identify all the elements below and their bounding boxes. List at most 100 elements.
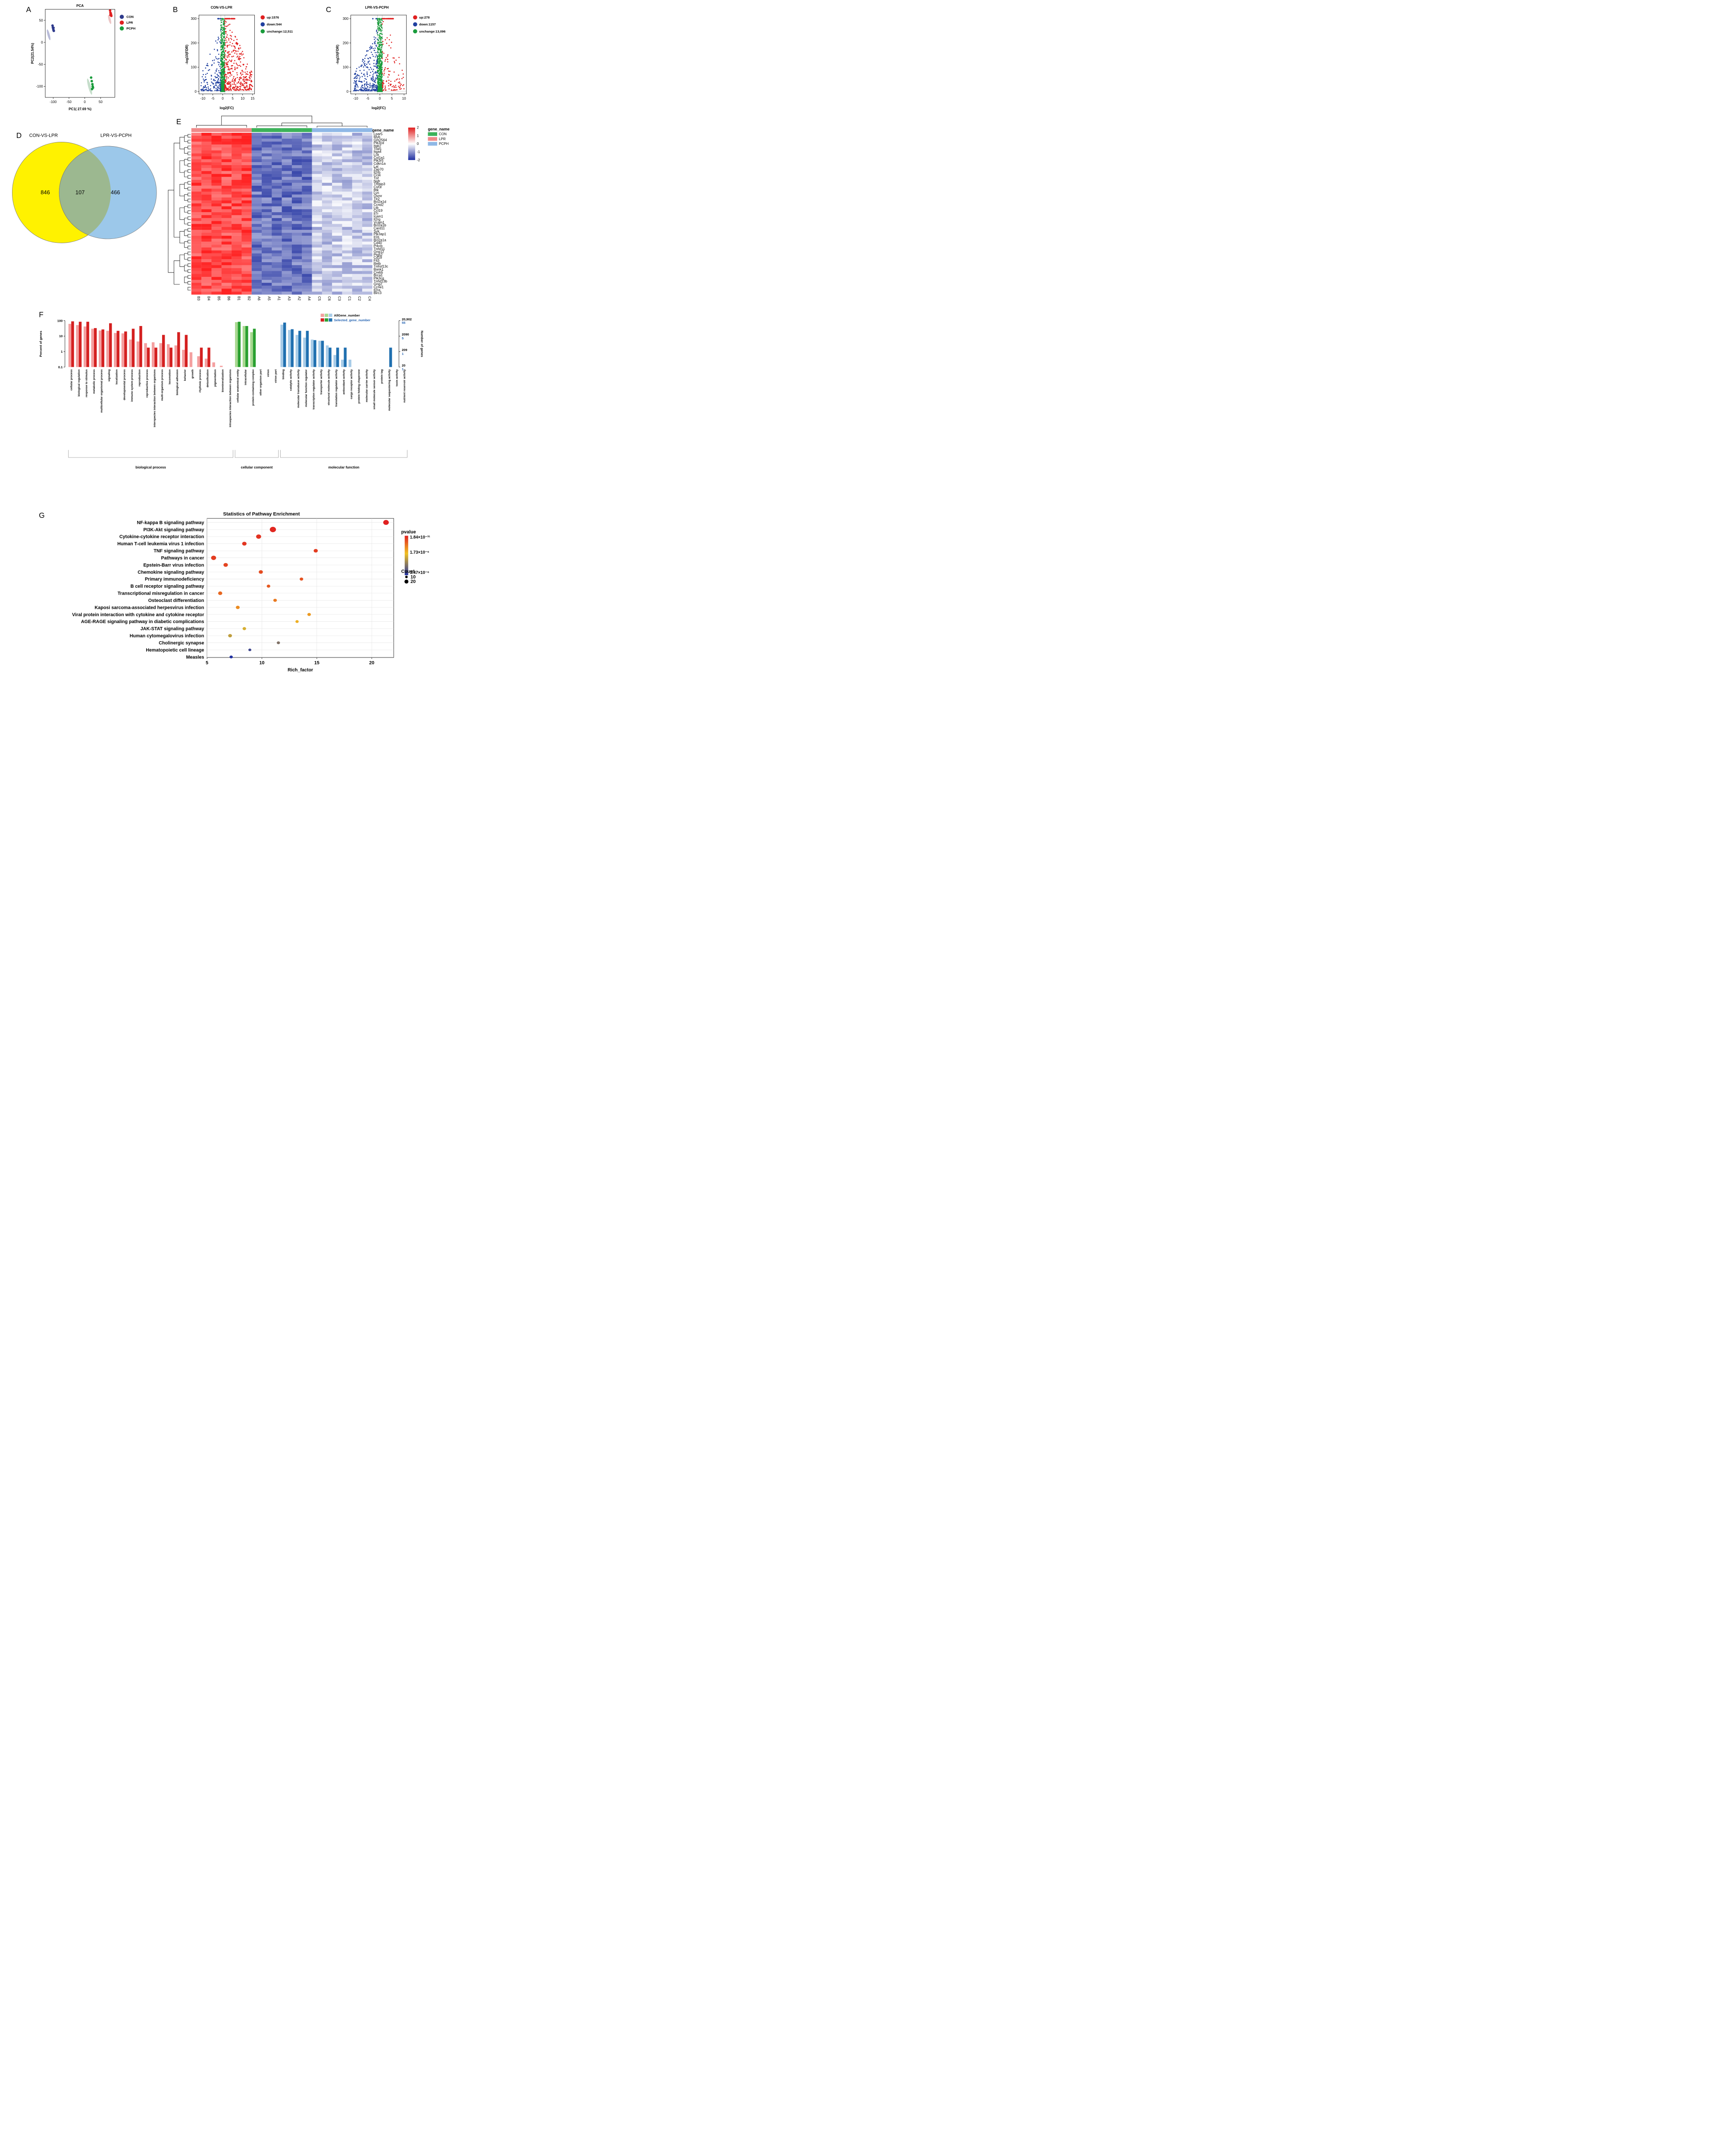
heatmap-cell <box>362 156 372 160</box>
volcano-b-point-down <box>219 41 221 43</box>
volcano-c-point-unchange <box>378 52 379 53</box>
volcano-c-point-unchange <box>378 26 380 28</box>
venn-diagram: CON-VS-LPR LPR-VS-PCPH 846 107 466 <box>12 133 157 243</box>
heatmap-row-label: Tnfaip3 <box>374 182 385 186</box>
volcano-c-point-up <box>392 57 394 59</box>
heatmap-cell <box>312 147 322 151</box>
volcano-c-xlabel: log2(FC) <box>372 106 386 110</box>
heatmap-cell <box>312 218 322 221</box>
volcano-c-point-down <box>369 57 371 58</box>
volcano-b-point-up <box>228 24 229 26</box>
volcano-b-point-up <box>225 74 227 75</box>
go-bar-all <box>106 331 110 367</box>
heatmap-row-label: Bcl2a1d <box>374 200 386 204</box>
go-bar-selected <box>207 348 210 367</box>
volcano-b-point-up <box>242 89 244 91</box>
go-bar-selected <box>139 326 142 367</box>
volcano-c-point-unchange <box>377 85 379 87</box>
heatmap-cell <box>291 265 302 268</box>
heatmap-cell <box>332 191 342 195</box>
heatmap-cell <box>262 268 272 271</box>
heatmap-cell <box>221 224 232 227</box>
go-bar-selected <box>124 331 127 367</box>
volcano-b-point-up <box>233 45 235 47</box>
volcano-b-point-unchange <box>221 33 222 34</box>
volcano-c-point-down <box>365 78 367 80</box>
heatmap-annotation-cell <box>342 128 352 132</box>
heatmap-cell <box>241 138 252 142</box>
volcano-b-point-up <box>229 72 230 74</box>
kegg-pathway-label: JAK-STAT signaling pathway <box>141 627 204 632</box>
volcano-c-point-unchange <box>379 29 380 31</box>
heatmap-cell <box>241 250 252 254</box>
heatmap-cell <box>191 241 202 245</box>
heatmap-cell <box>201 141 212 145</box>
heatmap-cell <box>332 174 342 177</box>
volcano-b-point-up <box>231 39 232 40</box>
heatmap-cell <box>312 185 322 189</box>
volcano-b-point-up <box>228 67 229 69</box>
volcano-c-point-down <box>363 89 365 91</box>
heatmap-cell <box>232 238 242 242</box>
heatmap-cell <box>302 221 312 224</box>
kegg-pathway-point <box>383 520 389 525</box>
volcano-b-point-down <box>215 85 216 86</box>
volcano-b-point-down <box>219 80 221 81</box>
heatmap-cell <box>241 209 252 213</box>
heatmap-cell <box>241 230 252 233</box>
heatmap-cell <box>332 285 342 289</box>
heatmap-cell <box>362 265 372 268</box>
volcano-c-point-down <box>373 72 375 74</box>
volcano-b-point-unchange <box>221 63 222 64</box>
heatmap-cell <box>332 180 342 183</box>
volcano-c-point-unchange <box>377 28 379 30</box>
volcano-c-point-unchange <box>379 22 381 23</box>
heatmap-cell <box>262 288 272 292</box>
heatmap-cell <box>272 150 282 154</box>
volcano-c-point-down <box>375 81 376 83</box>
volcano-b-point-up <box>236 39 238 40</box>
heatmap-row-label: Ccl19 <box>374 209 383 213</box>
volcano-b-point-up <box>235 47 236 49</box>
volcano-c-point-unchange <box>379 64 381 66</box>
volcano-c-point-capped <box>389 18 391 20</box>
volcano-b-point-up <box>225 62 227 64</box>
volcano-b-point-unchange <box>224 52 225 53</box>
heatmap-cell <box>262 224 272 227</box>
heatmap-cell <box>291 232 302 236</box>
volcano-c-ytick: 100 <box>343 66 349 69</box>
volcano-b-point-up <box>235 78 236 79</box>
heatmap-cell <box>352 141 363 145</box>
heatmap-cell <box>322 253 332 257</box>
kegg-pathway-label: TNF signaling pathway <box>153 548 204 554</box>
volcano-b-point-unchange <box>223 60 225 62</box>
heatmap-cell <box>272 141 282 145</box>
volcano-b-point-up <box>231 65 233 66</box>
heatmap-cell <box>201 262 212 266</box>
volcano-c-point-unchange <box>378 63 379 65</box>
volcano-c-point-up <box>399 63 401 65</box>
volcano-b-point-up <box>250 73 251 75</box>
heatmap-cell <box>342 168 352 171</box>
heatmap-cell <box>262 221 272 224</box>
kegg-pvalue-colorbar <box>404 536 408 575</box>
heatmap-cell <box>312 277 322 280</box>
volcano-b-point-up <box>238 89 239 91</box>
heatmap-cell <box>352 259 363 263</box>
volcano-c-point-down <box>372 69 374 70</box>
volcano-b-point-up <box>227 44 229 46</box>
volcano-c-point-unchange <box>378 40 379 41</box>
heatmap-cell <box>362 165 372 168</box>
volcano-c-point-unchange <box>379 81 381 83</box>
heatmap-cell <box>312 224 322 227</box>
volcano-b-point-down <box>210 75 212 76</box>
heatmap-cell <box>291 180 302 183</box>
heatmap-cell <box>291 224 302 227</box>
volcano-b-point-up <box>242 73 244 75</box>
volcano-b-point-down <box>207 72 208 74</box>
heatmap-cell <box>302 215 312 218</box>
kegg-pathway-point <box>269 526 276 533</box>
heatmap-cell <box>272 277 282 280</box>
volcano-c-point-up <box>382 21 384 22</box>
go-bar-all <box>151 342 155 367</box>
